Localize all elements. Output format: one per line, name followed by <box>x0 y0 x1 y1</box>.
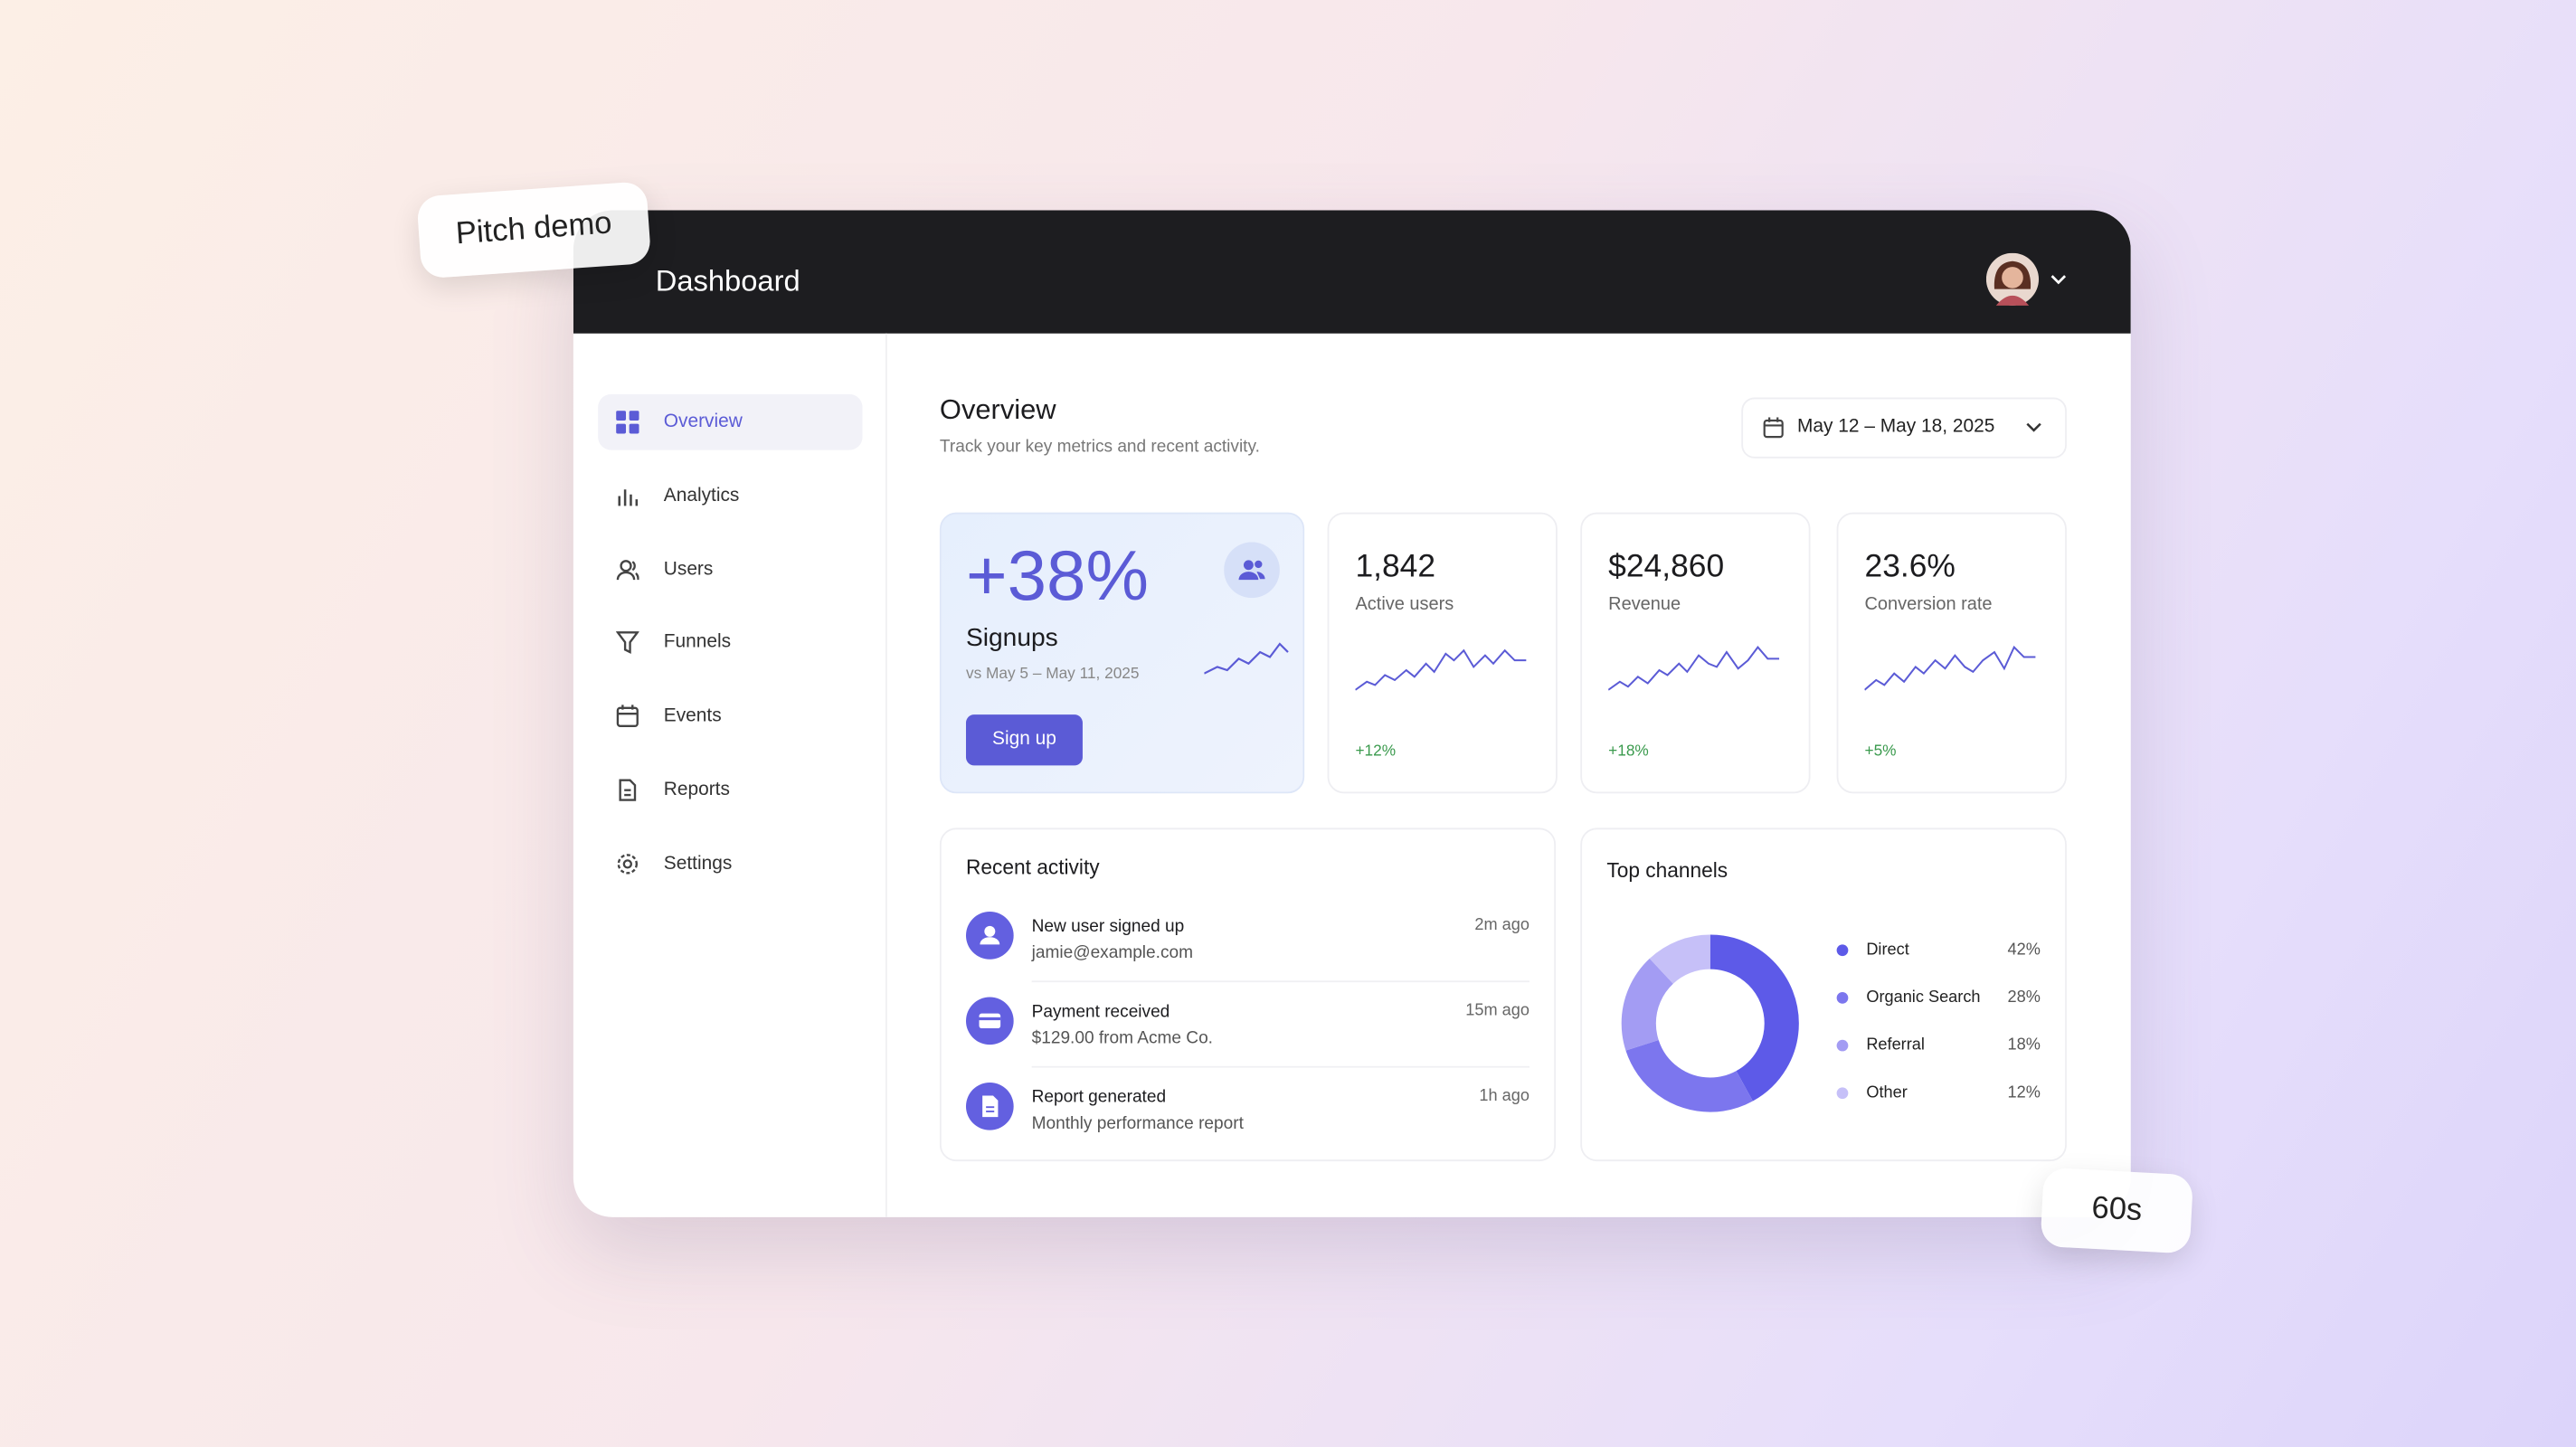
legend-value: 12% <box>2007 1083 2041 1102</box>
avatar-menu[interactable] <box>1985 252 2069 309</box>
signup-button[interactable]: Sign up <box>965 714 1083 766</box>
activity-time: 1h ago <box>1479 1087 1530 1106</box>
legend-dot <box>1836 1039 1849 1052</box>
legend-value: 18% <box>2007 1036 2041 1055</box>
duration-tag: 60s <box>2040 1167 2194 1254</box>
divider <box>1031 980 1530 983</box>
nav-item[interactable]: Analytics <box>598 468 862 525</box>
card-title: Top channels <box>1606 858 1728 883</box>
activity-detail: jamie@example.com <box>1031 942 1194 963</box>
activity-title: Report generated <box>1031 1087 1167 1108</box>
activity-icon <box>965 1082 1014 1130</box>
nav-item[interactable]: Reports <box>598 762 862 818</box>
sparkline <box>1608 646 1780 691</box>
activity-time: 2m ago <box>1474 916 1530 935</box>
sparkline <box>1204 642 1289 675</box>
pitch-tag: Pitch demo <box>416 181 652 279</box>
activity-detail: $129.00 from Acme Co. <box>1031 1028 1213 1048</box>
legend-dot <box>1836 992 1849 1004</box>
kpi-value: +38% <box>965 536 1149 617</box>
activity-icon <box>965 912 1014 960</box>
kpi-change: +18% <box>1608 742 1649 761</box>
nav-label: Reports <box>663 780 730 800</box>
nav-item[interactable]: Funnels <box>598 614 862 670</box>
legend-dot <box>1836 944 1849 957</box>
nav-item[interactable]: Events <box>598 688 862 744</box>
nav-item[interactable]: Users <box>598 542 862 598</box>
sparkline <box>1864 645 2036 691</box>
donut-chart <box>1621 934 1799 1112</box>
header-title: Dashboard <box>655 264 800 298</box>
date-range: May 12 – May 18, 2025 <box>1797 417 1995 438</box>
kpi-value: $24,860 <box>1608 548 1725 585</box>
kpi-value: 23.6% <box>1864 548 1956 585</box>
sidebar: Overview Analytics Users Funnels Events … <box>573 333 887 1217</box>
donut-segment <box>1621 934 1799 1112</box>
legend-label: Referral <box>1866 1036 1925 1055</box>
donut-segment <box>1621 934 1799 1112</box>
kpi-value: 1,842 <box>1355 548 1436 585</box>
activity-icon <box>965 997 1014 1045</box>
page-title: Overview <box>939 393 1056 426</box>
kpi-label: Active users <box>1355 594 1454 615</box>
sparkline <box>1355 648 1527 691</box>
nav-item[interactable]: Overview <box>598 393 863 450</box>
kpi-label: Revenue <box>1608 594 1681 615</box>
legend-value: 42% <box>2007 941 2041 960</box>
nav-label: Funnels <box>663 632 732 653</box>
kpi-change: +12% <box>1355 742 1397 761</box>
header: Dashboard <box>573 210 2131 334</box>
date-picker[interactable]: May 12 – May 18, 2025 <box>1741 397 2067 459</box>
divider <box>1031 1065 1530 1068</box>
kpi-card: $24,860 Revenue +18% <box>1580 512 1811 794</box>
nav-item[interactable]: Settings <box>598 836 862 892</box>
activity-title: Payment received <box>1031 1001 1170 1022</box>
activity-title: New user signed up <box>1031 916 1185 937</box>
kpi-label: Signups <box>965 624 1058 653</box>
legend-label: Direct <box>1866 941 1909 960</box>
legend-label: Other <box>1866 1083 1908 1102</box>
page-subtitle: Track your key metrics and recent activi… <box>939 437 1260 457</box>
activity-detail: Monthly performance report <box>1031 1113 1244 1134</box>
kpi-card: 1,842 Active users +12% <box>1327 512 1558 794</box>
kpi-comparison: vs May 5 – May 11, 2025 <box>965 665 1140 684</box>
nav-label: Settings <box>663 854 733 875</box>
nav-label: Overview <box>663 411 743 432</box>
channels-card: Top channels Direct 42% Organic Search 28% R… <box>1580 828 2067 1162</box>
nav-label: Analytics <box>663 486 740 506</box>
activity-time: 15m ago <box>1465 1001 1530 1020</box>
signups-card: +38% Signups vs May 5 – May 11, 2025 Sig… <box>939 512 1305 794</box>
legend-value: 28% <box>2007 988 2041 1007</box>
nav-label: Events <box>663 706 722 726</box>
activity-card: Recent activity New user signed up jamie@… <box>939 828 1557 1162</box>
nav-label: Users <box>663 560 714 581</box>
kpi-label: Conversion rate <box>1864 594 1993 615</box>
legend-dot <box>1836 1087 1849 1100</box>
kpi-change: +5% <box>1864 742 1897 761</box>
card-title: Recent activity <box>965 856 1100 879</box>
kpi-card: 23.6% Conversion rate +5% <box>1836 512 2067 794</box>
legend-label: Organic Search <box>1866 988 1981 1007</box>
donut-segment <box>1621 934 1799 1112</box>
